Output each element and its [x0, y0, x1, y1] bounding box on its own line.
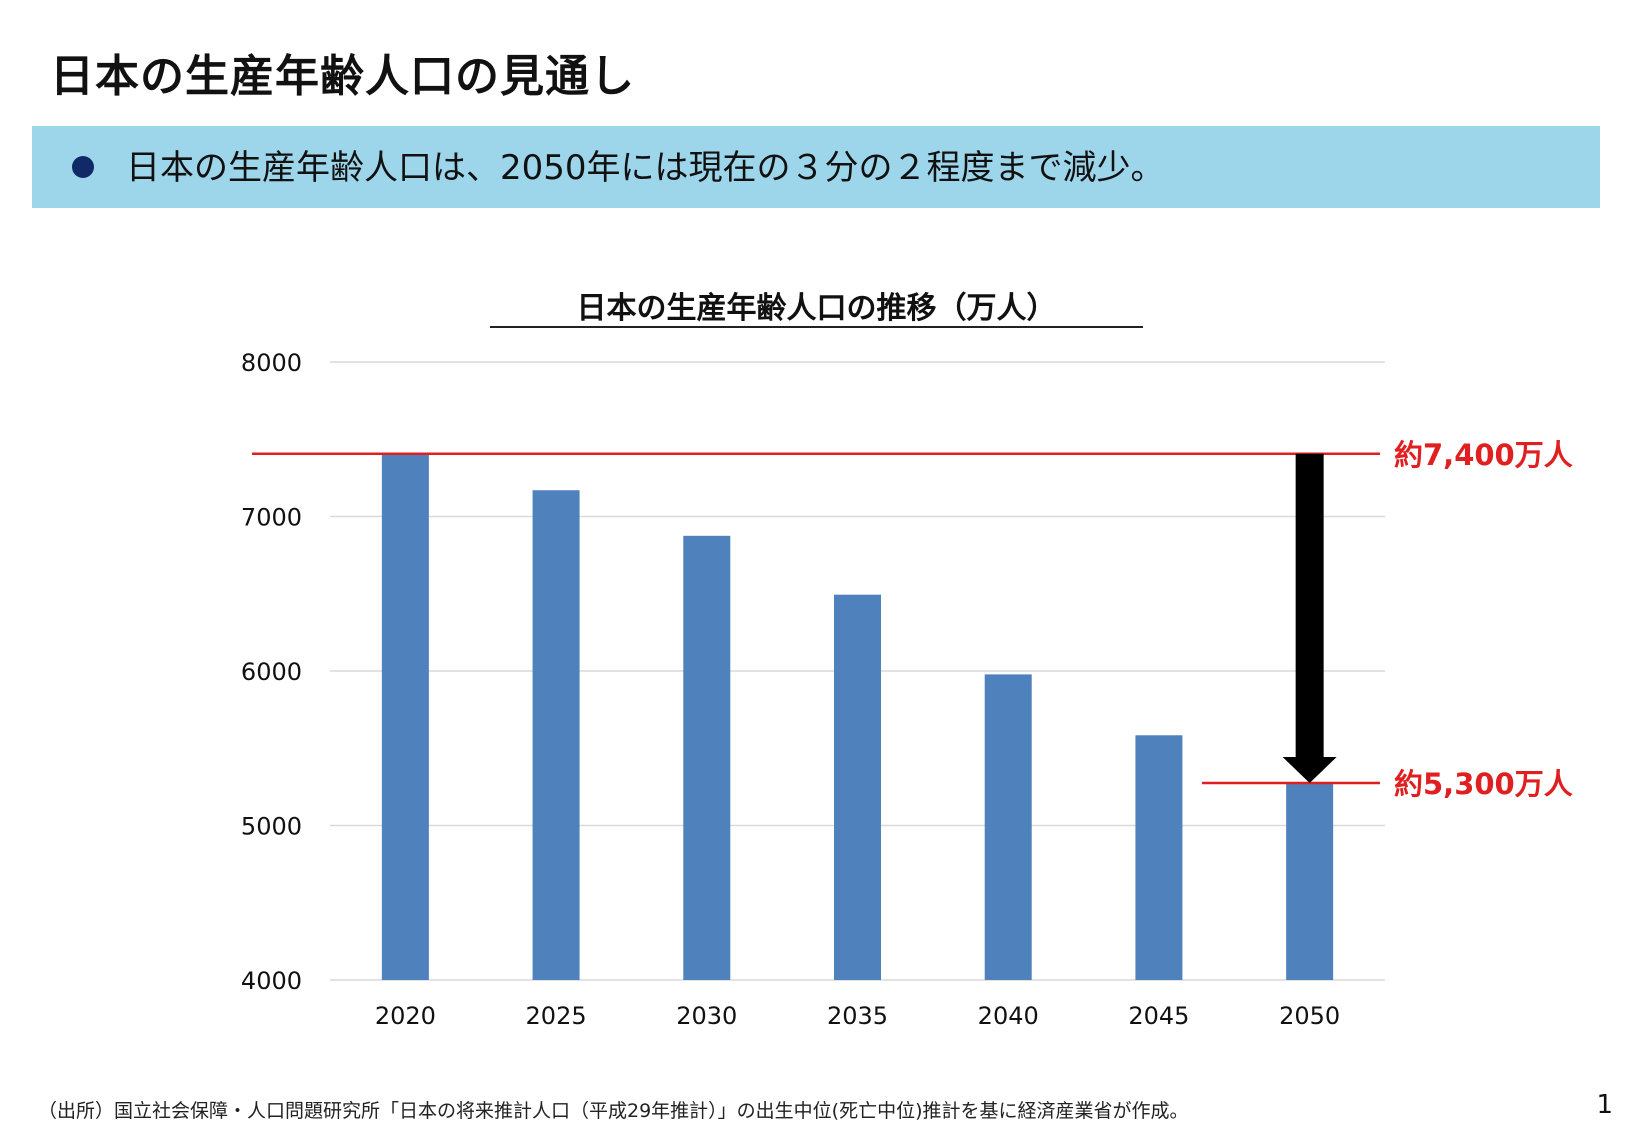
y-tick-label: 4000: [241, 967, 302, 995]
x-tick-label: 2045: [1128, 1002, 1189, 1030]
bar-2045: [1135, 735, 1183, 980]
x-tick-label: 2020: [375, 1002, 436, 1030]
slide-title: 日本の生産年齢人口の見通し: [50, 51, 635, 102]
y-tick-label: 5000: [241, 813, 302, 841]
bullet-icon: [72, 156, 94, 178]
annotation-label-7400: 約7,400万人: [1394, 438, 1573, 472]
source-note: （出所）国立社会保障・人口問題研究所「日本の将来推計人口（平成29年推計）」の出…: [38, 1100, 1189, 1122]
bar-2025: [532, 490, 580, 980]
page-number: 1: [1596, 1090, 1613, 1120]
annotation-label-5300: 約5,300万人: [1394, 767, 1573, 801]
x-tick-label: 2030: [676, 1002, 737, 1030]
bar-2020: [381, 453, 429, 980]
x-tick-label: 2050: [1279, 1002, 1340, 1030]
x-tick-label: 2025: [526, 1002, 587, 1030]
bar-2050: [1286, 783, 1334, 980]
bar-2035: [834, 594, 881, 980]
chart-title: 日本の生産年齢人口の推移（万人）: [576, 291, 1057, 326]
summary-band: 日本の生産年齢人口は、2050年には現在の３分の２程度まで減少。: [32, 126, 1600, 208]
y-tick-label: 6000: [241, 658, 302, 686]
x-tick-label: 2035: [827, 1002, 888, 1030]
chart-title-underline: [490, 326, 1143, 328]
bar-2030: [683, 535, 731, 980]
down-arrow-icon: [1282, 453, 1337, 784]
summary-text: 日本の生産年齢人口は、2050年には現在の３分の２程度まで減少。: [126, 148, 1165, 188]
bar-2040: [984, 674, 1032, 980]
x-tick-label: 2040: [978, 1002, 1039, 1030]
y-tick-label: 8000: [241, 349, 302, 377]
y-tick-label: 7000: [241, 504, 302, 532]
